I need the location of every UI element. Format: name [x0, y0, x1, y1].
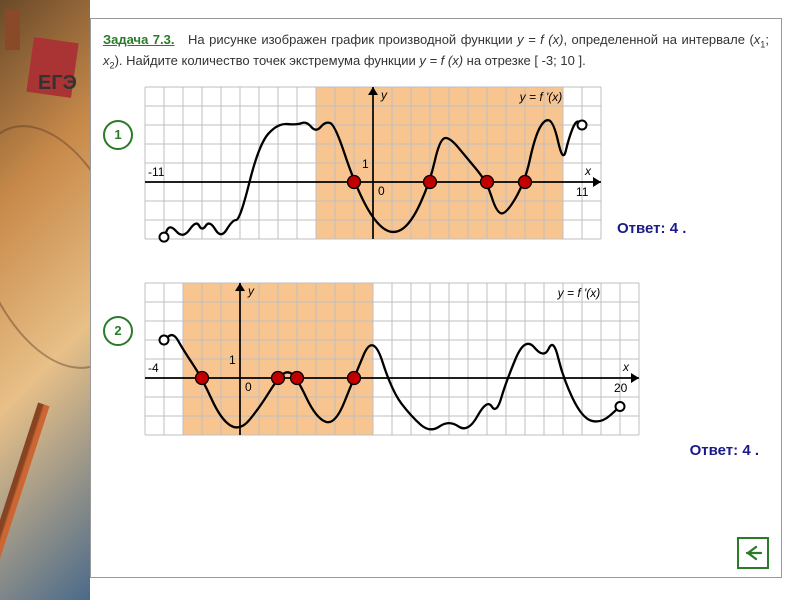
- svg-text:-11: -11: [148, 165, 165, 179]
- problem-body-4: на отрезке [ -3; 10 ].: [463, 53, 586, 68]
- svg-text:x: x: [622, 360, 630, 374]
- svg-text:1: 1: [362, 157, 369, 171]
- problem-body-2: , определенной на интервале (: [563, 32, 753, 47]
- num-badge-1: 1: [103, 120, 133, 150]
- svg-text:0: 0: [245, 380, 252, 394]
- ege-label: ЕГЭ: [38, 72, 77, 95]
- problem-text: Задача 7.3. На рисунке изображен график …: [103, 31, 769, 73]
- decor-pencil: [0, 403, 50, 578]
- svg-text:y = f '(x): y = f '(x): [557, 286, 601, 300]
- chart-row-2: 2 yxy = f '(x)01-420 Ответ: 4 .: [103, 279, 769, 453]
- svg-text:y = f '(x): y = f '(x): [519, 90, 563, 104]
- back-button[interactable]: [737, 537, 769, 569]
- chart-row-1: 1 yxy = f '(x)01-1111 Ответ: 4 .: [103, 83, 769, 257]
- svg-text:-4: -4: [148, 361, 159, 375]
- chart-1: y x y = f '(x) 01 -11 11: [141, 83, 605, 257]
- svg-text:x: x: [584, 164, 592, 178]
- problem-func2: y = f (x): [419, 53, 463, 68]
- svg-text:y: y: [380, 88, 388, 102]
- svg-text:y: y: [247, 284, 255, 298]
- chart-2: y x y = f '(x) 01 -4 20: [141, 279, 643, 453]
- back-arrow-icon: [744, 545, 762, 561]
- problem-func1: y = f (x): [517, 32, 563, 47]
- problem-sep: ;: [765, 32, 769, 47]
- svg-text:1: 1: [229, 353, 236, 367]
- problem-body-3: ). Найдите количество точек экстремума ф…: [115, 53, 420, 68]
- num-badge-2: 2: [103, 316, 133, 346]
- problem-link[interactable]: Задача 7.3.: [103, 32, 175, 47]
- svg-text:20: 20: [614, 381, 628, 395]
- answer-2: Ответ: 4 .: [690, 442, 759, 459]
- svg-text:11: 11: [576, 185, 589, 199]
- problem-body-1: На рисунке изображен график производной …: [188, 32, 517, 47]
- svg-text:0: 0: [378, 184, 385, 198]
- answer-1: Ответ: 4 .: [617, 220, 686, 237]
- content-card: Задача 7.3. На рисунке изображен график …: [90, 18, 782, 578]
